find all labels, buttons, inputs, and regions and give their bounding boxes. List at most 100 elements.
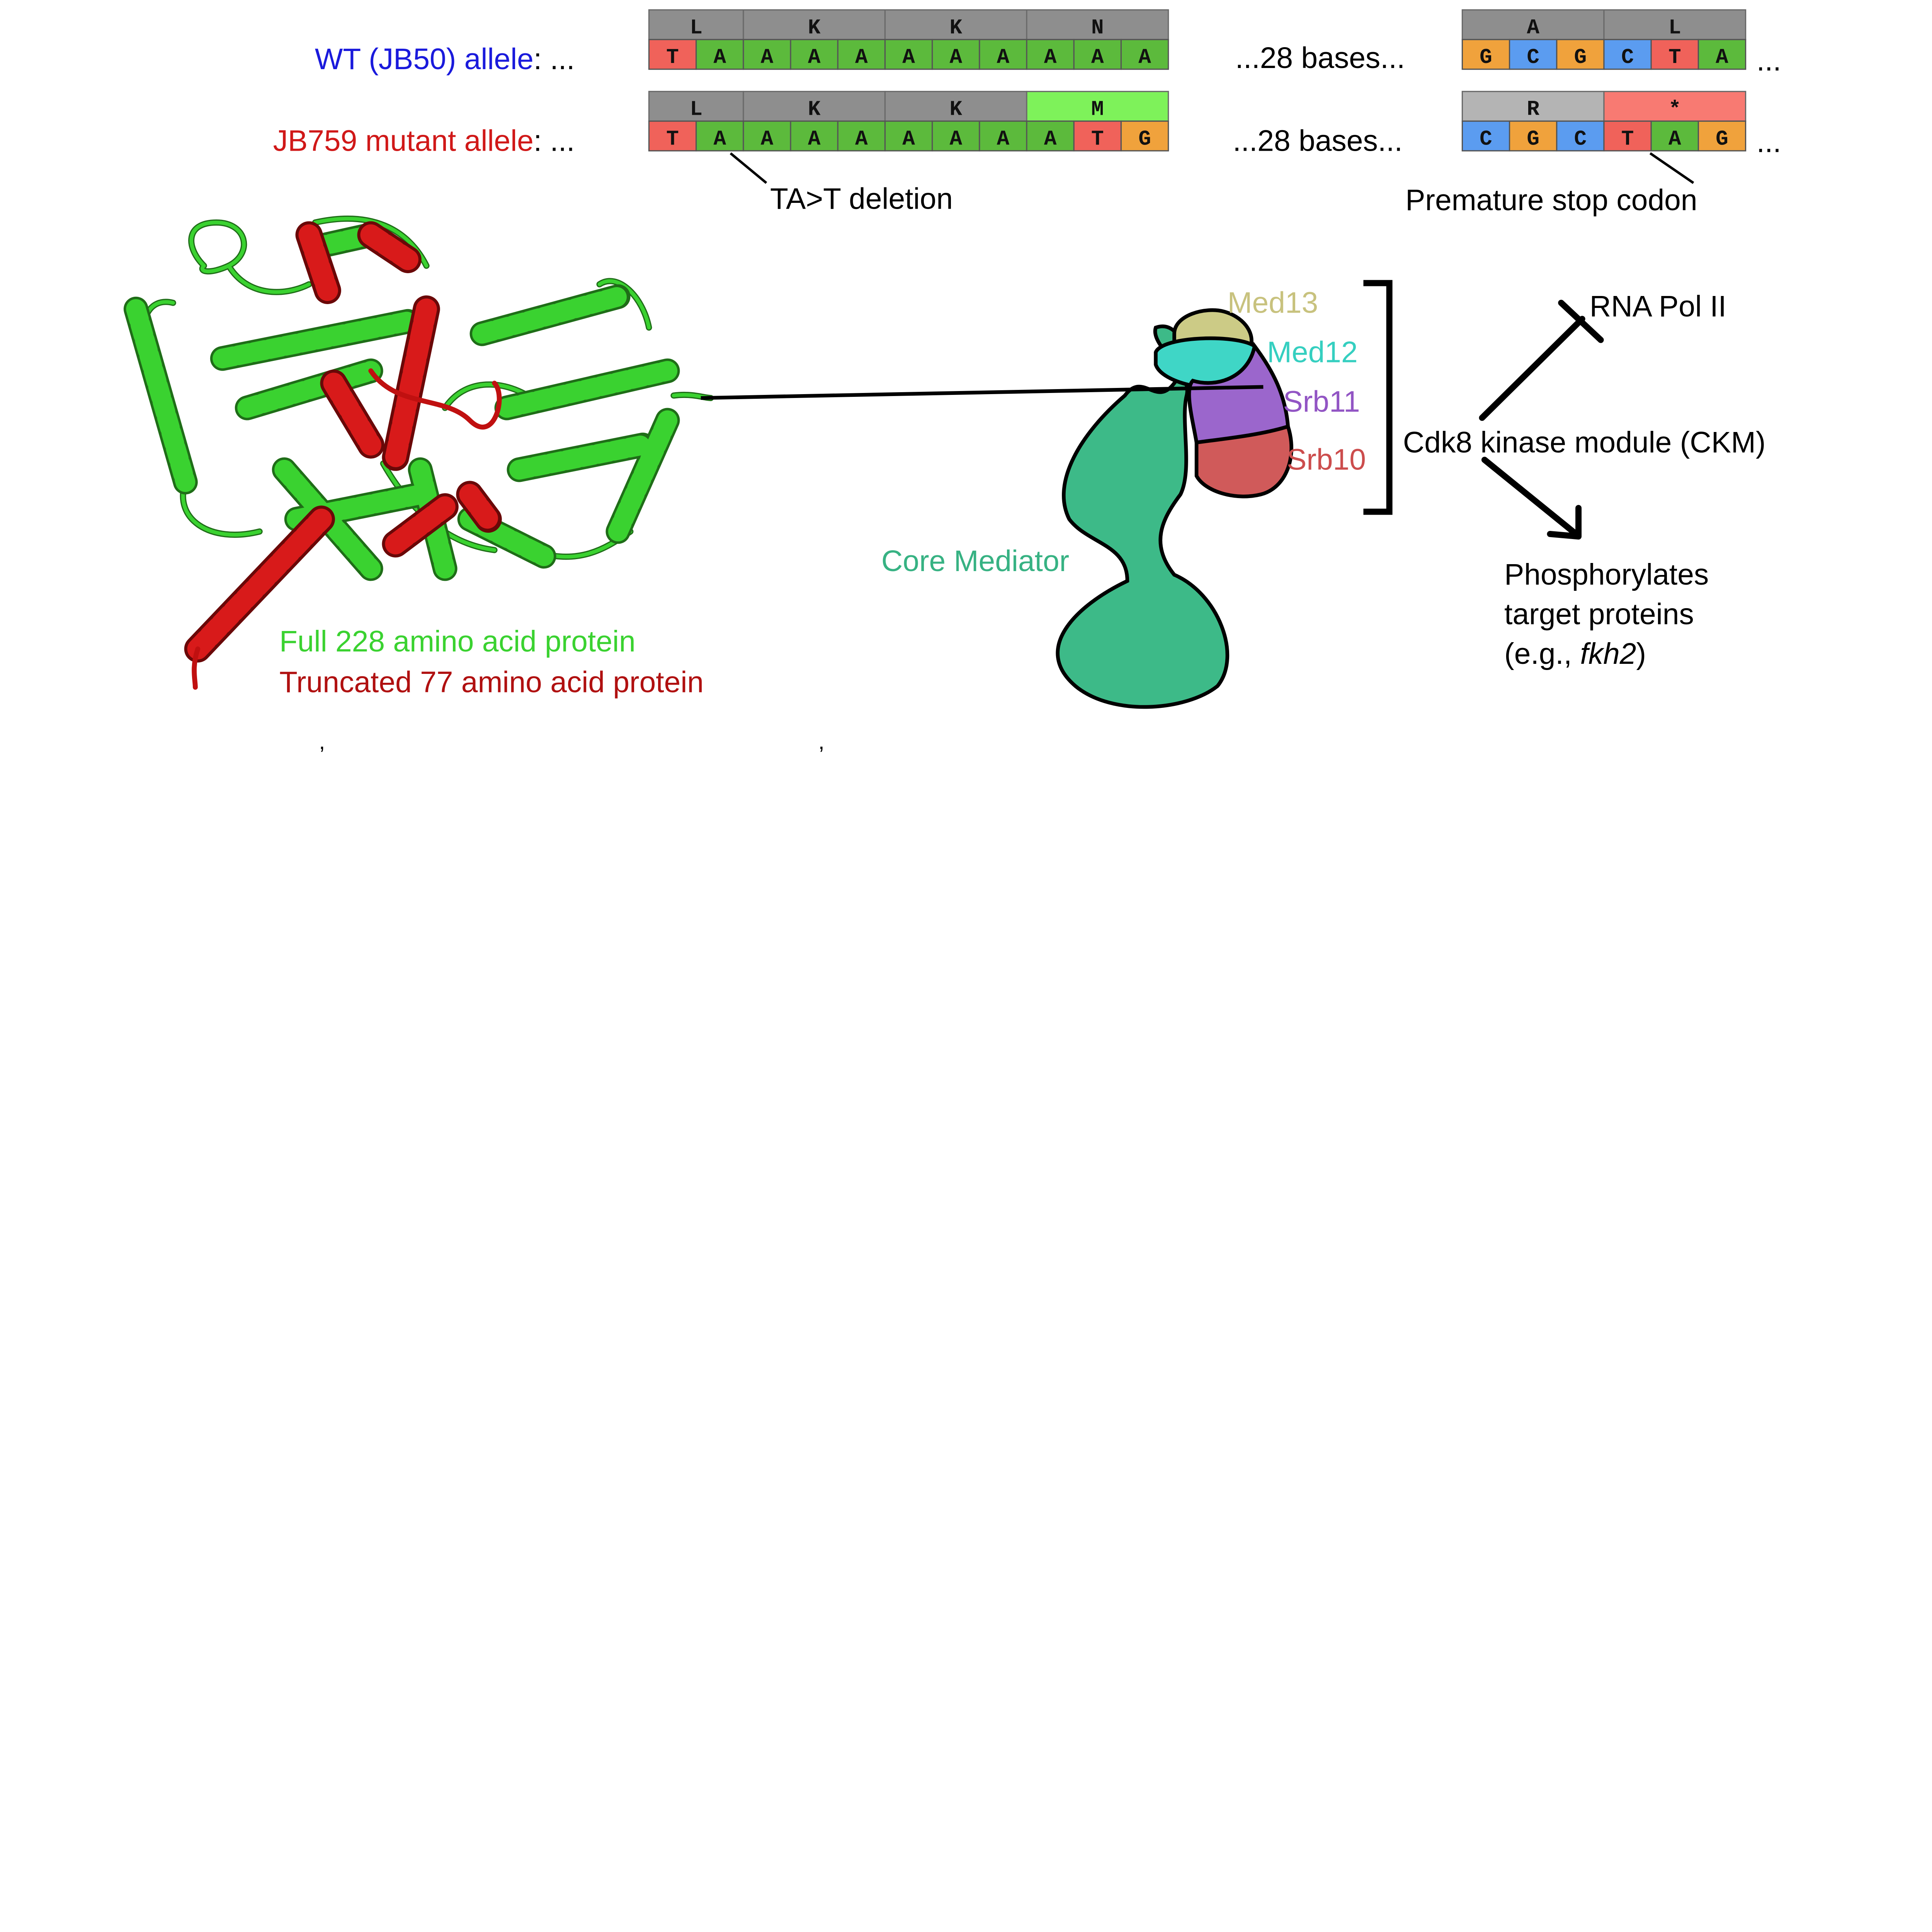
med13-shape — [1172, 308, 1253, 348]
mutant-gap-text: ...28 bases... — [1233, 124, 1403, 157]
mutant-left-base-letter: A — [997, 128, 1010, 151]
wt-left-base-letter: T — [666, 46, 679, 70]
mutant-allele-suffix: : ... — [534, 124, 575, 157]
mutant-allele-name: JB759 mutant allele — [273, 124, 534, 157]
wt-allele-suffix: : ... — [534, 43, 575, 76]
stray-mark-2: , — [818, 730, 825, 754]
wt-right-base-letter: G — [1480, 46, 1492, 70]
wt-left-codon-cell — [1026, 9, 1169, 40]
deletion-annotation: TA>T deletion — [770, 183, 953, 216]
wt-tail: ... — [1757, 44, 1781, 77]
example-suffix: ) — [1636, 638, 1646, 670]
wt-right-codon-label: L — [1668, 16, 1681, 40]
full-protein-label: Full 228 amino acid protein — [279, 625, 636, 658]
wt-left-base-cell — [743, 39, 791, 70]
phosphorylates-line-1: Phosphorylates — [1504, 558, 1709, 591]
core-mediator-label: Core Mediator — [881, 545, 1069, 578]
wt-right-base-cell — [1509, 39, 1558, 70]
wt-left-base-letter: A — [761, 46, 774, 70]
svg-text:JB759 mutant allele: ...: JB759 mutant allele: ... — [273, 124, 575, 157]
example-gene: fkh2 — [1580, 638, 1636, 670]
wt-right-base-cell — [1650, 39, 1699, 70]
wt-right-base-letter: A — [1716, 46, 1728, 70]
ckm-bracket — [1363, 280, 1393, 515]
stray-mark-1: , — [319, 730, 325, 754]
wt-allele-label: WT (JB50) allele: ... — [315, 43, 575, 76]
ckm-label: Cdk8 kinase module (CKM) — [1403, 426, 1766, 459]
mutant-sequence-right: R * C G C T A G — [1461, 91, 1747, 151]
subunit-label-med12: Med12 — [1267, 336, 1358, 369]
wt-right-base-letter: G — [1574, 46, 1587, 70]
truncated-protein-label: Truncated 77 amino acid protein — [279, 666, 704, 699]
phosphorylates-line-3: (e.g., fkh2) — [1504, 638, 1646, 670]
mutant-left-codon-label: K — [949, 98, 962, 122]
mutant-left-base-cell — [648, 120, 697, 151]
mutant-left-base-cell — [1120, 120, 1169, 151]
wt-sequence-left: L K K N T A A A A A A A A A A — [648, 9, 1169, 70]
wt-left-codon-cell — [648, 9, 744, 40]
phosphorylates-line-2: target proteins — [1504, 598, 1694, 631]
wt-left-base-cell — [837, 39, 886, 70]
wt-right-codon-cell — [1603, 9, 1747, 40]
wt-left-base-letter: A — [1138, 46, 1151, 70]
wt-left-base-cell — [979, 39, 1027, 70]
wt-right-codon-label: A — [1527, 16, 1539, 40]
wt-left-base-letter: A — [1091, 46, 1104, 70]
mutant-right-codon-cell — [1603, 91, 1747, 122]
mutant-right-base-cell — [1509, 120, 1558, 151]
mutant-left-base-letter: A — [713, 128, 726, 151]
subunit-label-srb10: Srb10 — [1287, 444, 1366, 476]
mutant-left-base-cell — [1026, 120, 1075, 151]
wt-right-base-cell — [1697, 39, 1747, 70]
wt-left-codon-label: K — [808, 16, 821, 40]
mutant-right-codon-label: R — [1527, 98, 1539, 122]
wt-right-base-letter: C — [1527, 46, 1539, 70]
srb10-shape — [1194, 424, 1293, 498]
wt-left-codon-label: N — [1091, 16, 1104, 40]
protein-red-region — [184, 221, 502, 663]
mutant-left-base-letter: T — [1091, 128, 1104, 151]
wt-right-base-letter: C — [1621, 46, 1634, 70]
mutant-left-base-letter: A — [902, 128, 915, 151]
wt-left-base-cell — [1120, 39, 1169, 70]
mutant-left-base-cell — [979, 120, 1027, 151]
wt-left-base-cell — [696, 39, 744, 70]
wt-left-base-letter: A — [902, 46, 915, 70]
wt-right-base-letter: T — [1668, 46, 1681, 70]
wt-left-base-cell — [1026, 39, 1075, 70]
wt-sequence-right: A L G C G C T A — [1461, 9, 1747, 70]
mutant-right-base-cell — [1461, 120, 1510, 151]
mutant-left-base-cell — [932, 120, 980, 151]
wt-left-base-letter: A — [997, 46, 1010, 70]
mutant-left-base-letter: A — [761, 128, 774, 151]
stop-pointer — [1649, 152, 1694, 184]
mutant-left-codon-label: K — [808, 98, 821, 122]
mutant-left-base-letter: A — [949, 128, 962, 151]
example-prefix: (e.g., — [1504, 638, 1580, 670]
wt-gap-text: ...28 bases... — [1235, 42, 1405, 75]
wt-left-codon-label: L — [690, 16, 702, 40]
wt-right-base-cell — [1556, 39, 1605, 70]
mutant-tail: ... — [1757, 126, 1781, 158]
stop-annotation: Premature stop codon — [1405, 184, 1697, 217]
wt-left-codon-label: K — [949, 16, 962, 40]
wt-left-base-cell — [648, 39, 697, 70]
mutant-allele-label: JB759 mutant allele: ... — [273, 124, 575, 157]
protein-green-helices-fill — [126, 225, 678, 579]
mutant-left-codon-label: M — [1091, 98, 1104, 122]
mutant-left-codon-cell — [1026, 91, 1169, 122]
subunit-label-srb11: Srb11 — [1283, 385, 1360, 418]
mutant-right-base-letter: C — [1574, 128, 1587, 151]
mutant-right-base-letter: A — [1668, 128, 1681, 151]
mutant-sequence-left: L K K MT A A A A A A A A T G — [648, 91, 1169, 151]
mutant-left-base-letter: G — [1138, 128, 1151, 151]
mutant-left-base-cell — [1073, 120, 1122, 151]
protein-red-region-fill — [187, 224, 499, 660]
mutant-left-codon-label: L — [690, 98, 702, 122]
wt-left-codon-cell — [743, 9, 886, 40]
mutant-right-base-letter: G — [1527, 128, 1539, 151]
wt-right-base-cell — [1603, 39, 1652, 70]
mutant-left-base-letter: T — [666, 128, 679, 151]
wt-left-base-letter: A — [713, 46, 726, 70]
